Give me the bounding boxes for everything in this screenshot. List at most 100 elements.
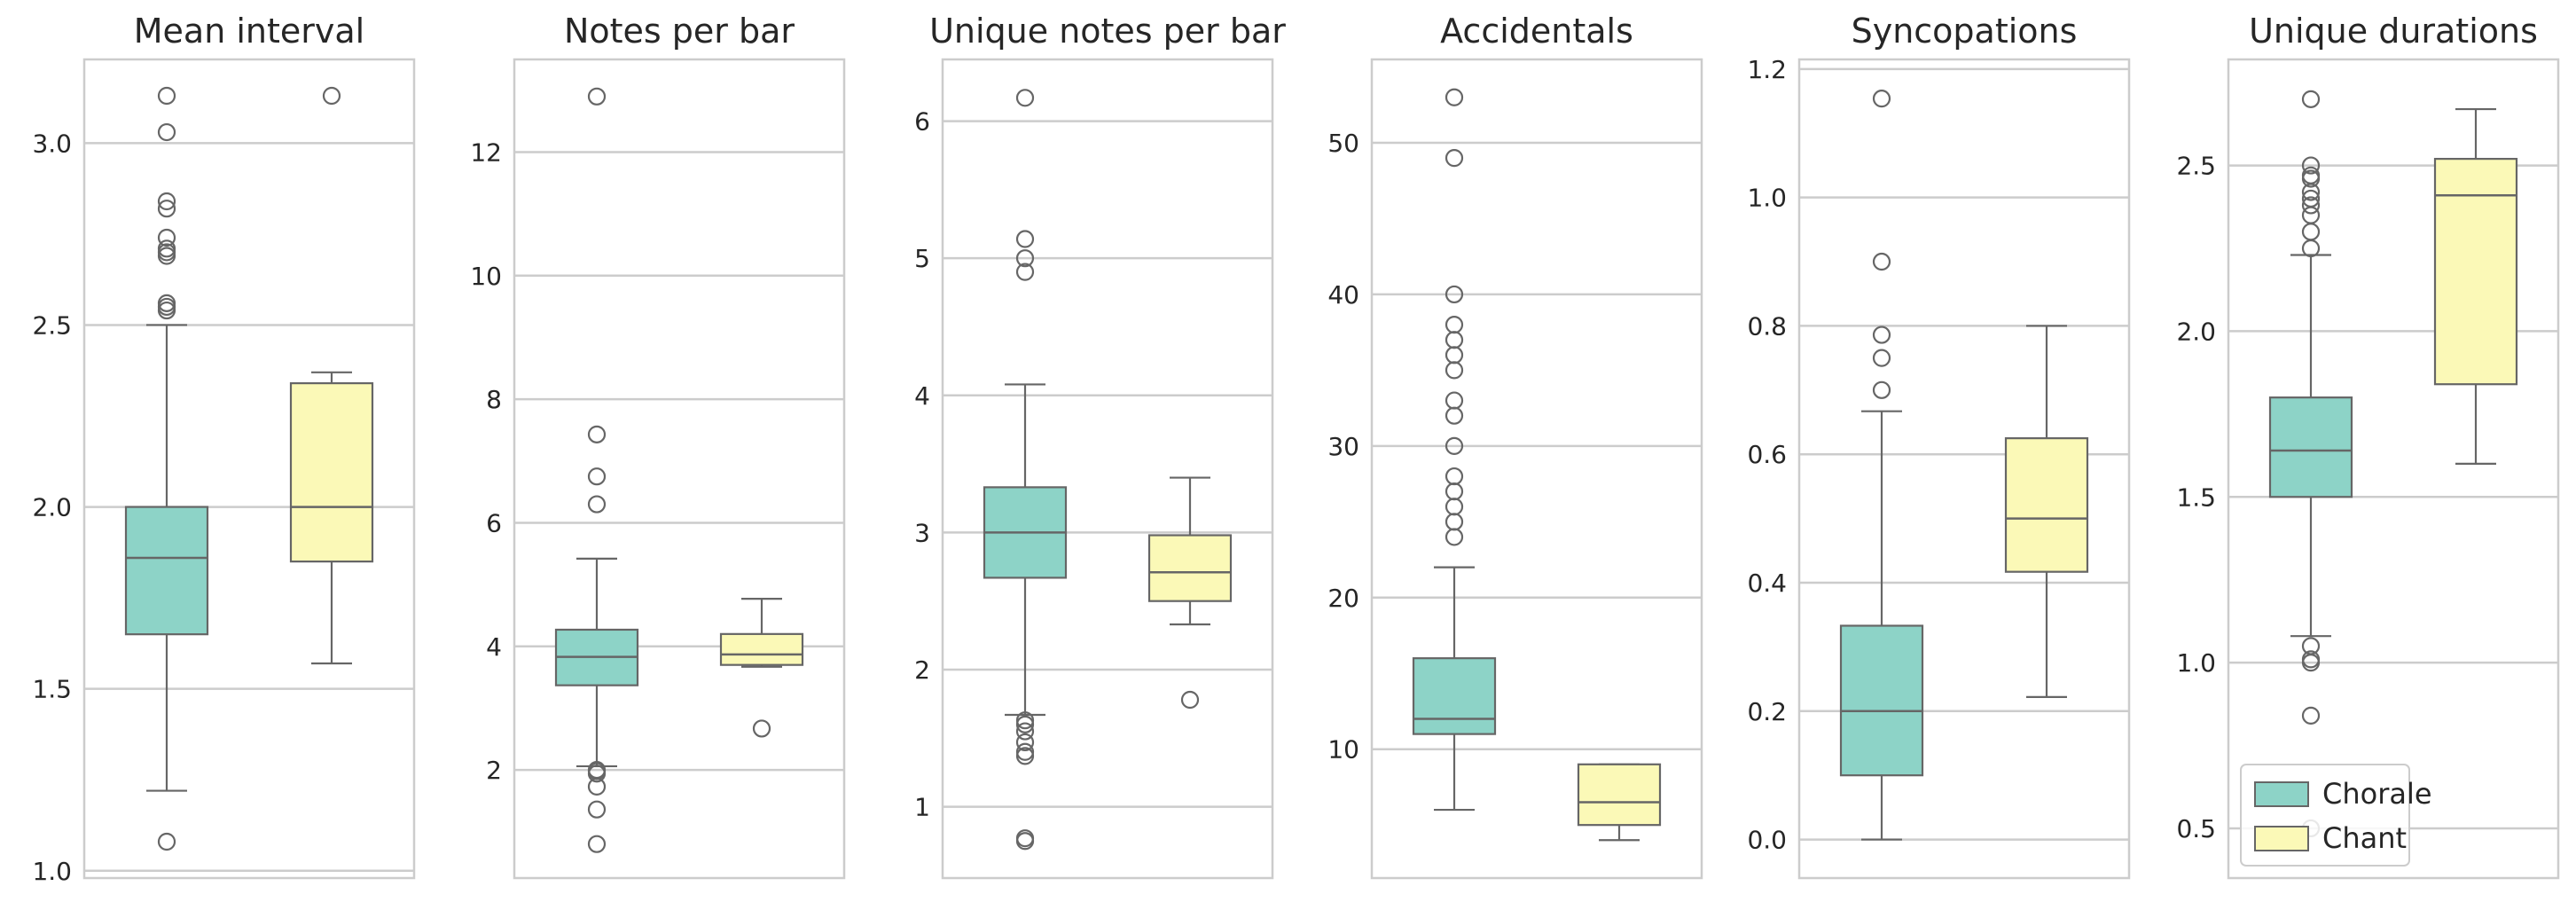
outlier-point xyxy=(587,87,607,106)
plot-frame xyxy=(2227,58,2560,880)
outlier-point xyxy=(1015,829,1035,848)
outlier-point xyxy=(157,86,176,106)
plot-frame xyxy=(1370,58,1703,880)
y-tick-label: 12 xyxy=(470,137,502,167)
outlier-point xyxy=(1445,467,1464,486)
y-tick-label: 2.0 xyxy=(2176,317,2216,346)
y-tick-label: 0.0 xyxy=(1747,826,1787,855)
y-tick-label: 3.0 xyxy=(32,129,72,158)
y-tick-label: 10 xyxy=(470,262,502,291)
outlier-point xyxy=(1015,249,1035,268)
panel-title: Mean interval xyxy=(134,12,365,51)
panel-accidentals: 10 20 30 40 50 Accidentals xyxy=(1327,12,1703,880)
outlier-point xyxy=(1445,498,1464,516)
iqr-box xyxy=(2433,158,2518,386)
box-chorale xyxy=(1412,88,1497,812)
outlier-point xyxy=(1872,90,1891,108)
outlier-point xyxy=(1015,711,1035,730)
y-tick-label: 40 xyxy=(1327,280,1359,310)
box-chorale xyxy=(124,86,209,851)
outlier-point xyxy=(1015,722,1035,741)
y-tick-label: 10 xyxy=(1327,735,1359,765)
y-tick-label: 4 xyxy=(914,381,930,411)
outlier-point xyxy=(1445,316,1464,334)
outlier-point xyxy=(587,835,607,853)
legend: Chorale Chant xyxy=(2240,764,2432,867)
y-tick-label: 30 xyxy=(1327,432,1359,461)
y-tick-label: 1 xyxy=(914,793,930,822)
outlier-point xyxy=(157,297,176,317)
box-chant xyxy=(2433,107,2518,465)
y-tick-label: 6 xyxy=(914,107,930,137)
outlier-point xyxy=(1872,252,1891,271)
plot-frame xyxy=(513,58,846,880)
outlier-point xyxy=(2301,706,2321,725)
outlier-point xyxy=(157,294,176,312)
y-tick-label: 0.5 xyxy=(2176,814,2216,843)
iqr-box xyxy=(1577,763,1662,827)
outlier-point xyxy=(752,719,771,738)
iqr-box xyxy=(1839,624,1924,777)
outlier-point xyxy=(1015,715,1035,733)
panel-mean-interval: 1.0 1.5 2.0 2.5 3.0 Mean interval xyxy=(32,12,416,886)
outlier-point xyxy=(157,243,176,262)
outlier-point xyxy=(2301,196,2321,215)
outlier-point xyxy=(1445,149,1464,168)
panel-unique-notes-per-bar: 1 2 3 4 5 6 Unique notes per bar xyxy=(914,12,1286,880)
y-tick-label: 3 xyxy=(914,518,930,547)
outlier-point xyxy=(1445,391,1464,410)
y-tick-label: 1.0 xyxy=(1747,184,1787,213)
iqr-box xyxy=(124,506,209,636)
outlier-point xyxy=(2301,223,2321,241)
iqr-box xyxy=(1147,534,1233,602)
iqr-box xyxy=(719,632,804,666)
y-tick-label: 4 xyxy=(486,632,502,662)
y-tick-label: 2.5 xyxy=(2176,152,2216,181)
y-tick-label: 5 xyxy=(914,244,930,273)
outlier-point xyxy=(1445,482,1464,501)
outlier-point xyxy=(1015,742,1035,761)
outlier-point xyxy=(2301,166,2321,184)
plot-frame xyxy=(1797,58,2131,880)
y-tick-label: 1.5 xyxy=(2176,482,2216,512)
outlier-point xyxy=(157,239,176,258)
iqr-box xyxy=(2268,396,2353,498)
y-tick-label: 0.4 xyxy=(1747,569,1787,598)
outlier-point xyxy=(1015,733,1035,752)
iqr-box xyxy=(1412,657,1497,735)
outlier-point xyxy=(2301,239,2321,258)
legend-label-chant: Chant xyxy=(2322,821,2407,855)
outlier-point xyxy=(2301,156,2321,175)
plot-frame xyxy=(941,58,1274,880)
outlier-point xyxy=(1445,346,1464,365)
y-tick-label: 0.6 xyxy=(1747,440,1787,469)
outlier-point xyxy=(1445,513,1464,531)
iqr-box xyxy=(289,381,374,563)
outlier-point xyxy=(157,192,176,211)
box-chorale xyxy=(1839,90,1924,841)
outlier-point xyxy=(1445,331,1464,349)
panel-notes-per-bar: 2 4 6 8 10 12 Notes per bar xyxy=(470,12,846,880)
box-chorale xyxy=(554,87,639,853)
y-tick-label: 50 xyxy=(1327,129,1359,158)
panel-syncopations: 0.0 0.2 0.4 0.6 0.8 1.0 1.2 Syncopations xyxy=(1747,12,2131,880)
outlier-point xyxy=(1445,285,1464,304)
outlier-point xyxy=(322,86,341,106)
outlier-point xyxy=(1445,88,1464,106)
y-tick-label: 1.5 xyxy=(32,675,72,704)
outlier-point xyxy=(1180,690,1200,710)
box-chorale xyxy=(2268,90,2353,838)
y-tick-label: 2.5 xyxy=(32,310,72,340)
outlier-point xyxy=(1872,380,1891,399)
box-chant xyxy=(1147,476,1233,710)
outlier-point xyxy=(2301,650,2321,669)
y-tick-label: 20 xyxy=(1327,584,1359,613)
panel-title: Unique durations xyxy=(2249,12,2538,51)
outlier-point xyxy=(157,832,176,851)
panel-title: Unique notes per bar xyxy=(929,12,1286,51)
outlier-point xyxy=(587,425,607,443)
outlier-point xyxy=(1015,230,1035,248)
outlier-point xyxy=(2301,90,2321,108)
